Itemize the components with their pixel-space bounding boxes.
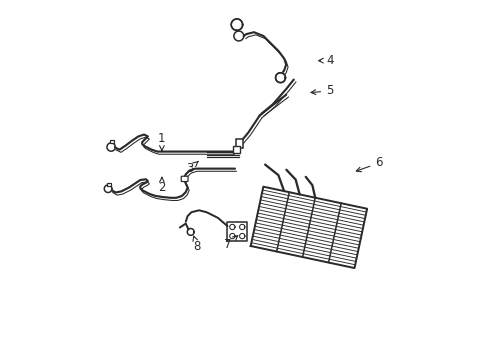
Text: 5: 5	[310, 85, 333, 98]
Polygon shape	[187, 229, 194, 235]
Bar	[235, 139, 242, 148]
Polygon shape	[229, 233, 235, 239]
Polygon shape	[107, 143, 115, 151]
Text: 6: 6	[356, 157, 382, 172]
Text: 2: 2	[158, 177, 165, 194]
Text: 8: 8	[193, 236, 201, 253]
Text: 4: 4	[318, 54, 333, 67]
FancyBboxPatch shape	[181, 176, 188, 181]
Bar	[109, 140, 114, 143]
Polygon shape	[239, 233, 244, 239]
Polygon shape	[229, 224, 235, 230]
Polygon shape	[104, 185, 112, 193]
Bar	[106, 183, 111, 186]
Bar	[233, 146, 240, 153]
Text: 3: 3	[185, 161, 198, 175]
Polygon shape	[275, 73, 285, 82]
Polygon shape	[250, 187, 366, 268]
Polygon shape	[231, 19, 242, 30]
Polygon shape	[239, 224, 244, 230]
Text: 7: 7	[223, 236, 237, 251]
Polygon shape	[227, 222, 246, 240]
Text: 1: 1	[158, 132, 165, 151]
